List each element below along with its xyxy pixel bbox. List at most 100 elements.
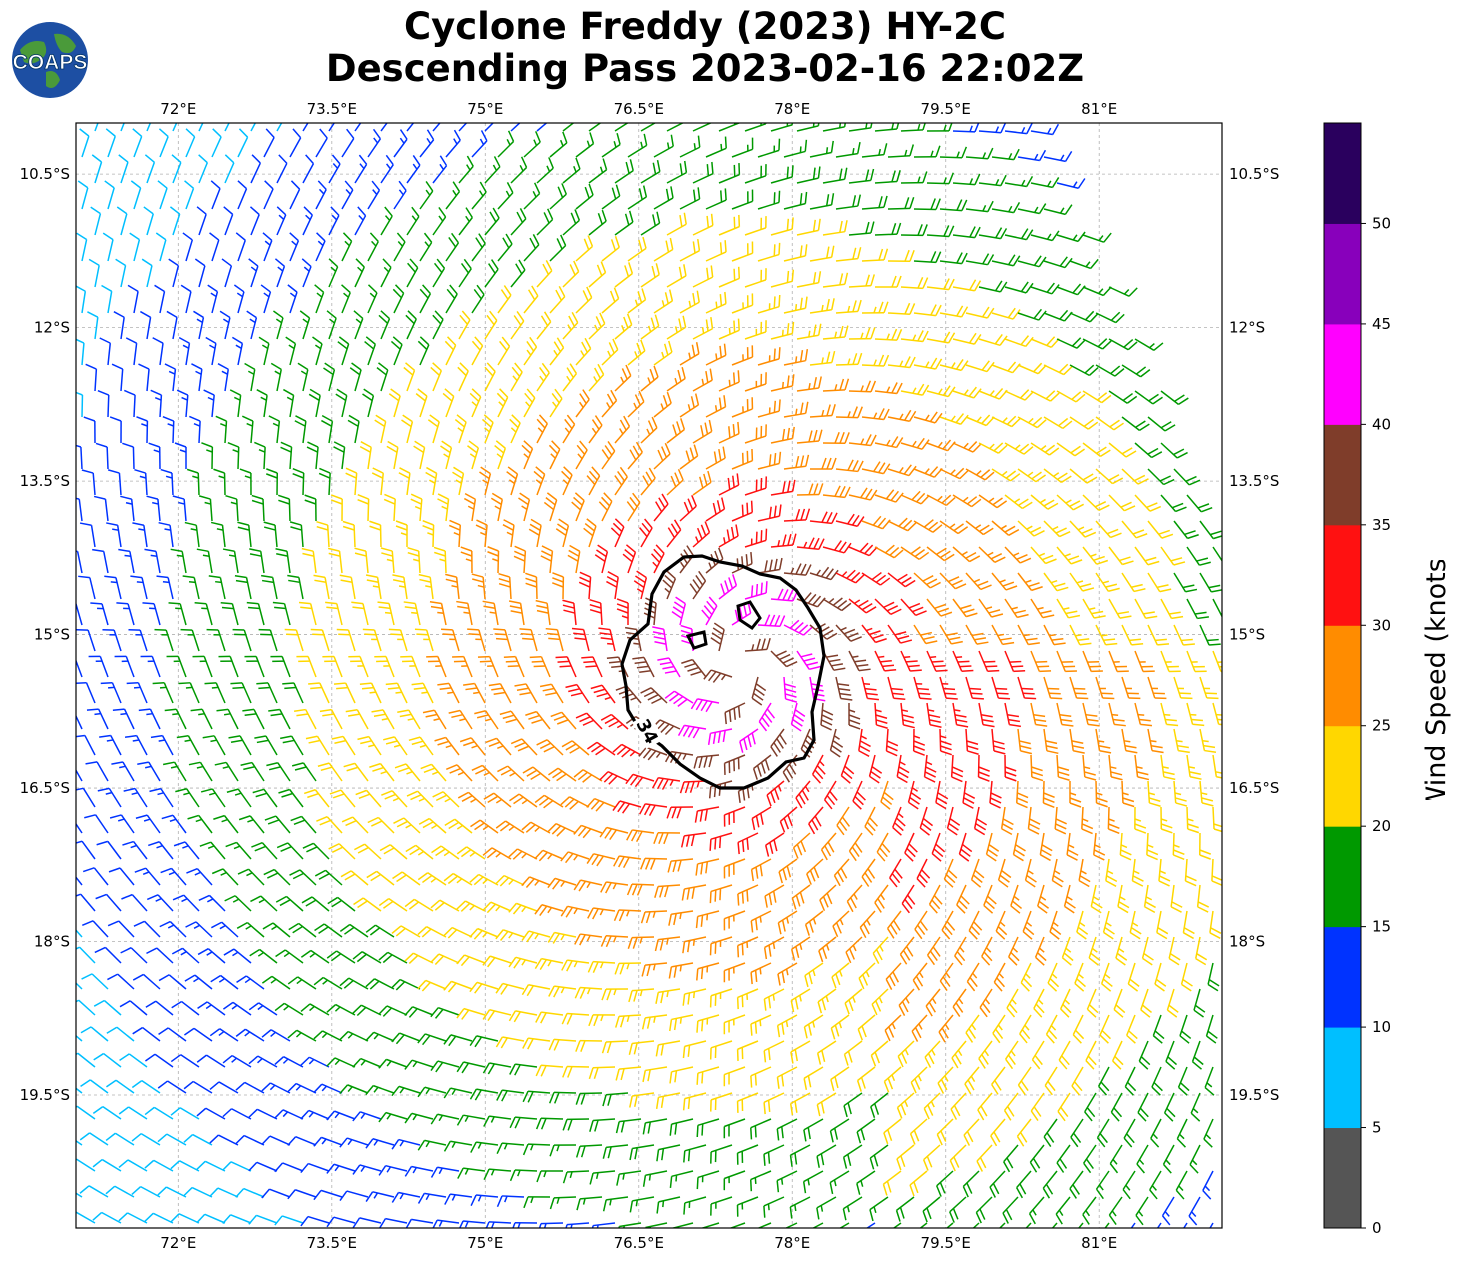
wind-barb — [76, 391, 84, 418]
wind-barb — [549, 285, 566, 314]
wind-barb — [952, 123, 980, 133]
wind-barb — [510, 208, 527, 236]
wind-barb — [874, 382, 903, 395]
lon-tick-bottom: 72°E — [160, 1234, 196, 1252]
wind-barb — [287, 284, 298, 314]
lat-tick-left: 18°S — [34, 933, 70, 951]
colorbar-tick-label: 45 — [1372, 315, 1391, 333]
wind-barb — [835, 247, 862, 262]
wind-barb — [162, 415, 175, 444]
wind-barb — [926, 225, 955, 238]
wind-barb — [254, 441, 266, 470]
wind-barb — [1004, 228, 1034, 241]
wind-barb — [705, 395, 727, 418]
wind-barb — [378, 310, 391, 340]
wind-barb — [731, 241, 754, 262]
wind-barb — [1004, 175, 1034, 188]
wind-barb — [471, 130, 488, 158]
wind-barb — [874, 170, 901, 184]
wind-barb — [796, 429, 823, 444]
wind-barb — [718, 266, 741, 288]
wind-barb — [523, 285, 539, 314]
wind-barb — [362, 388, 375, 418]
wind-barb — [614, 364, 632, 392]
wind-barb — [432, 206, 447, 236]
wind-barb — [471, 336, 484, 366]
wind-barb — [705, 343, 727, 366]
wind-barb — [1056, 178, 1086, 189]
wind-barb — [510, 259, 526, 288]
wind-barb — [861, 143, 888, 158]
wind-barb — [1030, 390, 1060, 402]
wind-barb — [139, 310, 152, 340]
wind-barb — [380, 206, 393, 236]
wind-barb — [562, 311, 579, 340]
wind-barb — [113, 311, 125, 340]
wind-barb — [406, 155, 421, 184]
wind-barb — [1004, 281, 1034, 294]
lon-tick-bottom: 81°E — [1081, 1234, 1117, 1252]
wind-barb — [386, 440, 399, 470]
wind-barb — [268, 415, 281, 444]
wind-barb — [757, 347, 781, 366]
wind-barb — [79, 128, 90, 158]
wind-barb — [194, 258, 206, 288]
wind-barb — [406, 206, 420, 236]
wind-barb — [403, 362, 416, 392]
wind-barb — [913, 304, 942, 317]
wind-barb — [783, 349, 809, 366]
wind-barb — [445, 232, 460, 262]
wind-barb — [125, 337, 138, 366]
wind-barb — [419, 181, 434, 210]
wind-barb — [458, 310, 471, 340]
wind-barb — [1108, 338, 1138, 351]
wind-barb — [1056, 337, 1086, 349]
wind-barb — [341, 128, 355, 158]
wind-barb — [601, 440, 616, 470]
wind-barb — [991, 254, 1021, 267]
wind-barb — [835, 406, 863, 419]
wind-barb — [176, 389, 189, 418]
wind-barb — [614, 159, 634, 184]
wind-barb — [861, 408, 890, 421]
wind-barb — [939, 199, 968, 212]
wind-barb — [679, 135, 701, 158]
wind-barb — [627, 185, 648, 210]
wind-barb — [1160, 390, 1189, 405]
wind-barb — [952, 173, 981, 186]
wind-barb — [510, 156, 528, 184]
wind-barb — [770, 269, 795, 288]
lat-tick-right: 18°S — [1229, 933, 1265, 951]
wind-barb — [913, 198, 941, 211]
wind-barb — [99, 337, 112, 366]
wind-barb — [848, 221, 875, 236]
wind-barb — [601, 389, 618, 418]
wind-barb — [887, 249, 915, 262]
wind-barb — [90, 206, 102, 236]
wind-barb — [262, 232, 273, 262]
wind-barb — [122, 442, 135, 470]
wind-barb — [224, 123, 230, 132]
wind-barb — [85, 363, 98, 392]
wind-barb — [692, 161, 714, 184]
wind-barb — [337, 336, 350, 366]
wind-barb — [136, 416, 149, 444]
wind-barb — [250, 154, 262, 184]
wind-barb — [861, 195, 888, 210]
wind-barb — [148, 442, 161, 470]
wind-barb — [497, 336, 511, 366]
wind-barb — [822, 167, 848, 184]
wind-barb — [354, 258, 365, 288]
wind-barb — [347, 414, 360, 444]
wind-barb — [666, 367, 686, 392]
wind-barb — [302, 123, 309, 132]
wind-barb — [481, 414, 494, 444]
wind-barb — [115, 258, 127, 288]
wind-barb — [419, 129, 435, 158]
wind-barb — [978, 227, 1008, 240]
lat-tick-right: 10.5°S — [1229, 165, 1279, 183]
wind-barb — [91, 154, 103, 184]
wind-barb — [666, 212, 687, 236]
wind-barb — [146, 123, 152, 132]
wind-barb — [640, 159, 661, 184]
